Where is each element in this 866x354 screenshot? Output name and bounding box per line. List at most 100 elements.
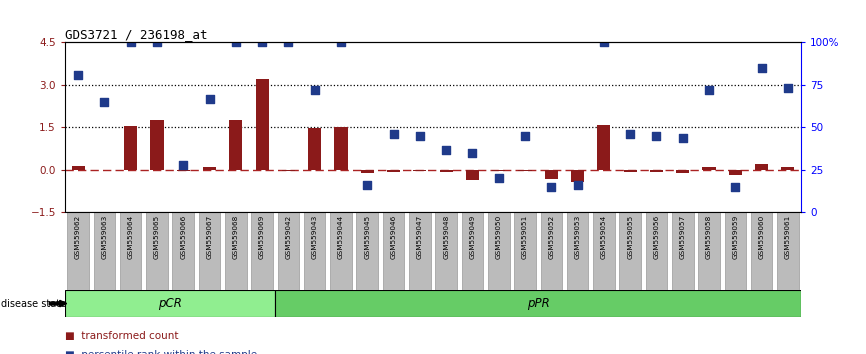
Bar: [177, 170, 190, 171]
Bar: [545, 170, 558, 179]
Point: [466, 150, 480, 156]
Text: disease state: disease state: [1, 298, 66, 309]
Bar: [729, 170, 742, 175]
Point: [386, 131, 400, 137]
Point: [177, 162, 191, 168]
Bar: [593, 212, 615, 290]
Bar: [571, 170, 585, 182]
Point: [650, 133, 663, 139]
Text: GSM559046: GSM559046: [391, 215, 397, 259]
Bar: [308, 128, 321, 170]
Bar: [304, 212, 326, 290]
Point: [545, 184, 559, 190]
Bar: [646, 212, 667, 290]
Point: [728, 184, 742, 190]
Bar: [598, 125, 611, 170]
Text: GSM559057: GSM559057: [680, 215, 686, 259]
Point: [360, 182, 374, 188]
Bar: [698, 212, 720, 290]
Bar: [357, 212, 378, 290]
Text: GSM559052: GSM559052: [548, 215, 554, 259]
Text: ■  percentile rank within the sample: ■ percentile rank within the sample: [65, 350, 257, 354]
Point: [413, 133, 427, 139]
Point: [597, 40, 611, 45]
Text: GSM559062: GSM559062: [75, 215, 81, 259]
Text: GSM559045: GSM559045: [365, 215, 371, 259]
Bar: [281, 170, 295, 171]
Point: [150, 40, 164, 45]
Bar: [383, 212, 404, 290]
Bar: [540, 212, 562, 290]
Text: GDS3721 / 236198_at: GDS3721 / 236198_at: [65, 28, 208, 41]
Text: GSM559060: GSM559060: [759, 215, 765, 259]
Text: GSM559043: GSM559043: [312, 215, 318, 259]
Text: GSM559055: GSM559055: [627, 215, 633, 259]
Text: GSM559068: GSM559068: [233, 215, 239, 259]
Bar: [94, 212, 115, 290]
Point: [571, 182, 585, 188]
Bar: [229, 120, 242, 170]
Text: GSM559067: GSM559067: [207, 215, 212, 259]
Bar: [98, 170, 111, 171]
Text: GSM559069: GSM559069: [259, 215, 265, 259]
Point: [307, 87, 321, 93]
Bar: [702, 166, 715, 170]
Text: pCR: pCR: [158, 297, 182, 310]
Bar: [650, 170, 663, 172]
Bar: [251, 212, 273, 290]
Text: GSM559042: GSM559042: [286, 215, 291, 259]
Text: GSM559056: GSM559056: [654, 215, 659, 259]
Point: [624, 131, 637, 137]
Text: GSM559049: GSM559049: [469, 215, 475, 259]
Text: GSM559054: GSM559054: [601, 215, 607, 259]
Bar: [334, 127, 347, 170]
Bar: [255, 79, 268, 170]
Text: GSM559048: GSM559048: [443, 215, 449, 259]
Bar: [387, 170, 400, 172]
Point: [203, 96, 216, 101]
Bar: [676, 170, 689, 173]
Text: GSM559051: GSM559051: [522, 215, 528, 259]
Text: GSM559047: GSM559047: [417, 215, 423, 259]
Text: GSM559053: GSM559053: [575, 215, 580, 259]
Bar: [781, 167, 794, 170]
Bar: [151, 120, 164, 170]
Bar: [751, 212, 772, 290]
Bar: [488, 212, 509, 290]
Bar: [624, 170, 637, 172]
Point: [518, 133, 532, 139]
Bar: [466, 170, 479, 180]
Point: [124, 40, 138, 45]
Bar: [436, 212, 457, 290]
Point: [492, 176, 506, 181]
Bar: [519, 170, 532, 171]
Text: GSM559063: GSM559063: [101, 215, 107, 259]
Point: [675, 135, 689, 141]
Bar: [755, 164, 768, 170]
Text: GSM559066: GSM559066: [180, 215, 186, 259]
Bar: [567, 212, 588, 290]
Bar: [65, 290, 275, 317]
Bar: [68, 212, 89, 290]
Bar: [203, 167, 216, 170]
Bar: [514, 212, 536, 290]
Bar: [361, 170, 374, 173]
Point: [71, 72, 85, 78]
Bar: [330, 212, 352, 290]
Bar: [172, 212, 194, 290]
Bar: [278, 212, 299, 290]
Bar: [777, 212, 798, 290]
Point: [281, 40, 295, 45]
Point: [334, 40, 348, 45]
Bar: [120, 212, 141, 290]
Point: [255, 40, 269, 45]
Bar: [440, 170, 453, 172]
Text: GSM559065: GSM559065: [154, 215, 160, 259]
Text: GSM559058: GSM559058: [706, 215, 712, 259]
Bar: [199, 212, 220, 290]
Bar: [409, 212, 430, 290]
Bar: [492, 170, 505, 171]
Bar: [72, 166, 85, 170]
Bar: [146, 212, 168, 290]
Bar: [225, 212, 247, 290]
